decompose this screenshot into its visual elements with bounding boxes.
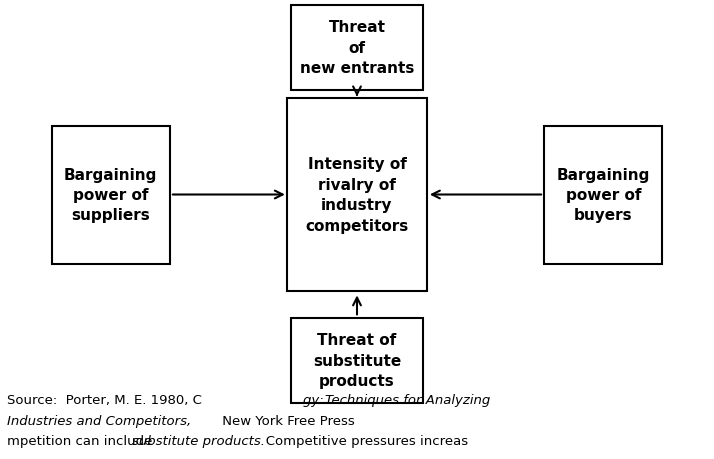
Text: Bargaining
power of
buyers: Bargaining power of buyers (557, 167, 650, 223)
Text: Bargaining
power of
suppliers: Bargaining power of suppliers (64, 167, 157, 223)
FancyBboxPatch shape (544, 126, 663, 264)
Text: Techniques for Analyzing: Techniques for Analyzing (325, 393, 490, 406)
FancyBboxPatch shape (51, 126, 170, 264)
FancyBboxPatch shape (291, 318, 423, 403)
Text: Industries and Competitors,: Industries and Competitors, (7, 414, 191, 427)
Text: mpetition can include: mpetition can include (7, 435, 157, 448)
FancyBboxPatch shape (287, 99, 426, 291)
Text: Intensity of
rivalry of
industry
competitors: Intensity of rivalry of industry competi… (306, 157, 408, 233)
Text: New York Free Press: New York Free Press (218, 414, 355, 427)
Text: gy:: gy: (303, 393, 328, 406)
Text: Threat of
substitute
products: Threat of substitute products (313, 332, 401, 388)
Text: Competitive pressures increas: Competitive pressures increas (253, 435, 468, 448)
Text: Source:  Porter, M. E. 1980, C: Source: Porter, M. E. 1980, C (7, 393, 202, 406)
Text: Threat
of
new entrants: Threat of new entrants (300, 20, 414, 76)
FancyBboxPatch shape (291, 6, 423, 90)
Text: substitute products.: substitute products. (132, 435, 265, 448)
